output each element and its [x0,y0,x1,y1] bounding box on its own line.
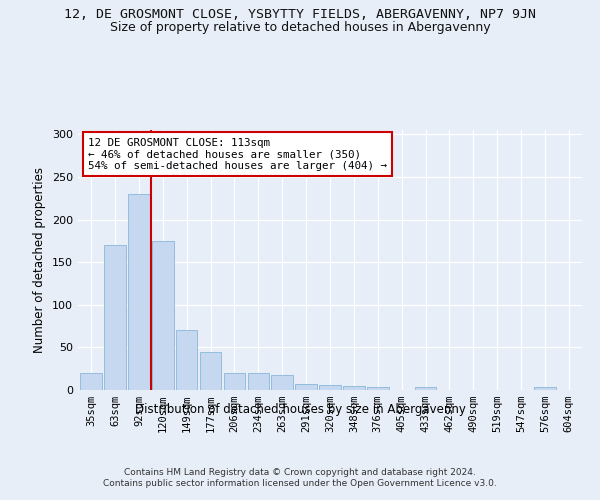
Bar [343,386,365,390]
Bar [224,373,245,390]
Bar [176,330,197,390]
Bar [271,374,293,390]
Bar [152,241,173,390]
Text: Size of property relative to detached houses in Abergavenny: Size of property relative to detached ho… [110,21,490,34]
Text: 12, DE GROSMONT CLOSE, YSBYTTY FIELDS, ABERGAVENNY, NP7 9JN: 12, DE GROSMONT CLOSE, YSBYTTY FIELDS, A… [64,8,536,20]
Bar [319,385,341,390]
Bar [104,245,126,390]
Text: Distribution of detached houses by size in Abergavenny: Distribution of detached houses by size … [134,402,466,415]
Y-axis label: Number of detached properties: Number of detached properties [34,167,46,353]
Bar [80,373,102,390]
Bar [295,384,317,390]
Bar [200,352,221,390]
Bar [367,388,389,390]
Bar [128,194,149,390]
Bar [415,386,436,390]
Text: 12 DE GROSMONT CLOSE: 113sqm
← 46% of detached houses are smaller (350)
54% of s: 12 DE GROSMONT CLOSE: 113sqm ← 46% of de… [88,138,387,171]
Text: Contains HM Land Registry data © Crown copyright and database right 2024.
Contai: Contains HM Land Registry data © Crown c… [103,468,497,487]
Bar [248,373,269,390]
Bar [534,388,556,390]
